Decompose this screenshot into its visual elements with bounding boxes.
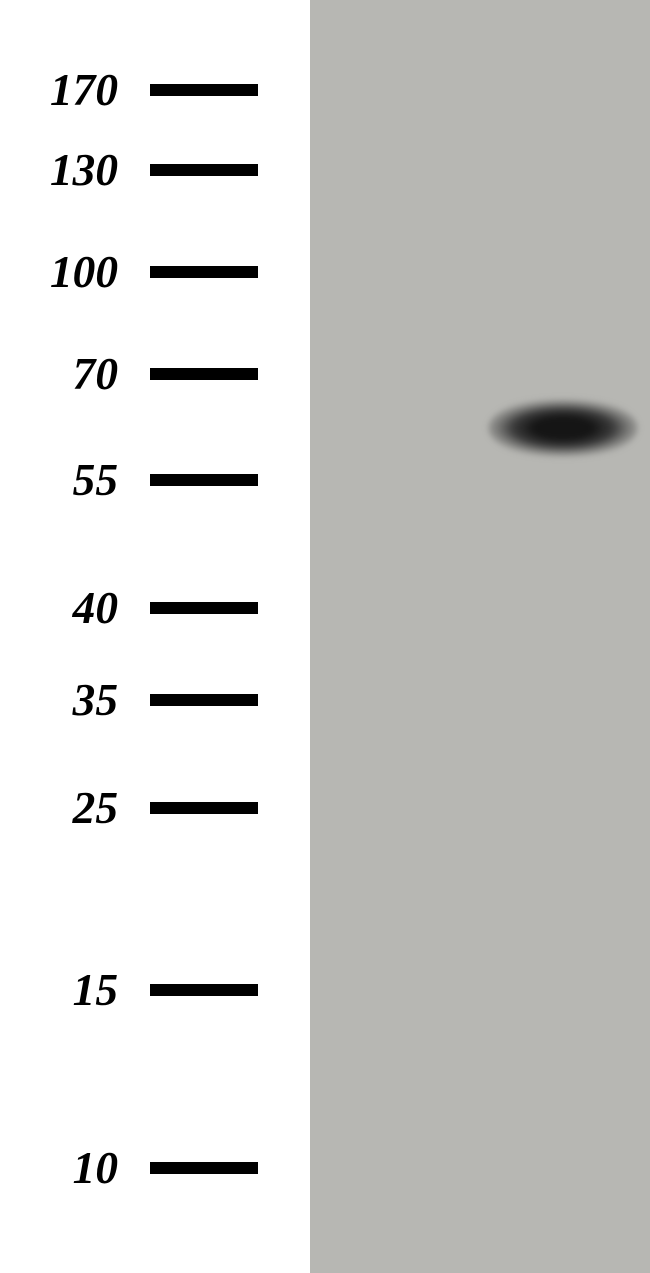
marker-label: 170 [8, 68, 118, 113]
marker-label: 100 [8, 250, 118, 295]
marker-label: 130 [8, 148, 118, 193]
marker-tick [150, 368, 258, 380]
marker-tick [150, 84, 258, 96]
marker-tick [150, 694, 258, 706]
marker-label: 15 [8, 968, 118, 1013]
marker-label: 10 [8, 1146, 118, 1191]
western-blot-figure: 170 130 100 70 55 40 35 25 15 10 [0, 0, 650, 1273]
molecular-weight-ladder: 170 130 100 70 55 40 35 25 15 10 [0, 0, 300, 1273]
marker-tick [150, 802, 258, 814]
marker-label: 70 [8, 352, 118, 397]
marker-tick [150, 474, 258, 486]
marker-label: 55 [8, 458, 118, 503]
marker-label: 25 [8, 786, 118, 831]
marker-label: 40 [8, 586, 118, 631]
marker-tick [150, 164, 258, 176]
marker-tick [150, 1162, 258, 1174]
marker-tick [150, 602, 258, 614]
protein-band [488, 398, 638, 458]
marker-tick [150, 266, 258, 278]
marker-tick [150, 984, 258, 996]
blot-membrane [310, 0, 650, 1273]
marker-label: 35 [8, 678, 118, 723]
